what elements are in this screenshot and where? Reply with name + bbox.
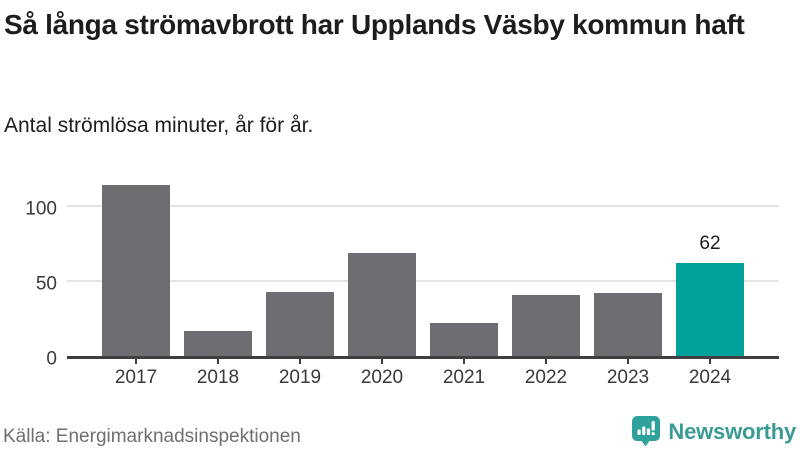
plot-area: 2017 2018 2019 2020 2021 2022 2023 2024 62 <box>67 185 779 387</box>
x-tick-2018 <box>217 359 219 364</box>
chart-subtitle: Antal strömlösa minuter, år för år. <box>4 114 314 137</box>
bar-2024 <box>676 263 744 356</box>
x-axis-label-2020: 2020 <box>360 367 404 388</box>
x-tick-2020 <box>381 359 383 364</box>
bar-value-label-2024: 62 <box>699 233 721 254</box>
x-tick-2021 <box>463 359 465 364</box>
chart-title: Så långa strömavbrott har Upplands Väsby… <box>4 9 745 40</box>
bar-2022 <box>512 294 580 356</box>
x-axis-label-2018: 2018 <box>196 367 240 388</box>
x-axis-label-2023: 2023 <box>606 367 650 388</box>
y-axis-labels: 0 50 100 <box>0 185 57 369</box>
x-axis-label-2019: 2019 <box>278 367 322 388</box>
y-axis-label-50: 50 <box>35 273 57 295</box>
bar-2017 <box>102 185 170 356</box>
bar-2019 <box>266 291 334 356</box>
x-tick-2017 <box>135 359 137 364</box>
y-axis-label-100: 100 <box>25 198 57 220</box>
bar-2023 <box>594 293 662 356</box>
newsworthy-brand-name: Newsworthy <box>668 418 796 444</box>
x-axis-label-2017: 2017 <box>114 367 158 388</box>
x-tick-2023 <box>627 359 629 364</box>
bar-2018 <box>184 330 252 356</box>
x-tick-2019 <box>299 359 301 364</box>
y-axis-label-0: 0 <box>46 348 57 370</box>
gridline-100 <box>67 205 779 207</box>
x-tick-2024 <box>709 359 711 364</box>
x-axis-label-2022: 2022 <box>524 367 568 388</box>
bar-2021 <box>430 323 498 356</box>
source-note: Källa: Energimarknadsinspektionen <box>3 426 301 447</box>
bar-2020 <box>348 252 416 356</box>
x-tick-2022 <box>545 359 547 364</box>
x-axis-label-2021: 2021 <box>442 367 486 388</box>
newsworthy-chart-bubble-icon <box>632 416 661 447</box>
x-axis-label-2024: 2024 <box>688 367 732 388</box>
gridline-50 <box>67 280 779 282</box>
newsworthy-logo: Newsworthy <box>632 416 796 447</box>
